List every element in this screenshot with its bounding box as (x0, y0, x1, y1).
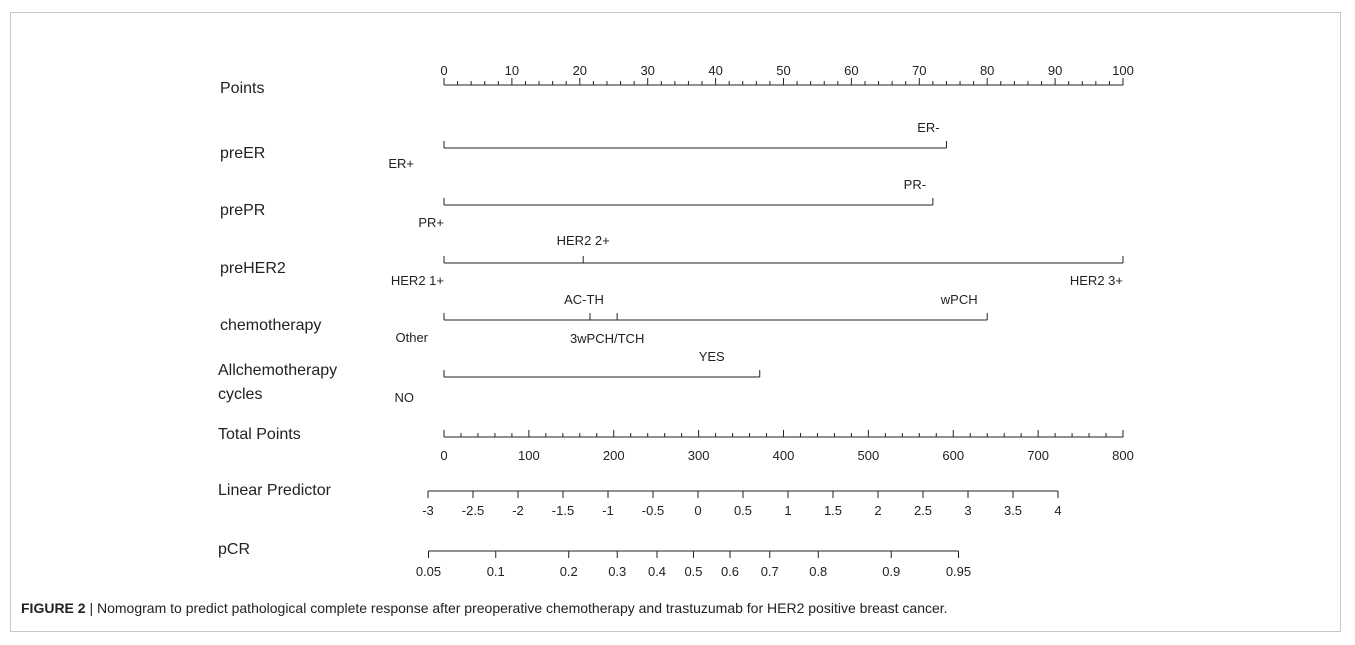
total-points-label: Total Points (218, 426, 301, 443)
chemotherapy-level-label: 3wPCH/TCH (570, 331, 644, 346)
linear-predictor-tick-label: 0 (694, 503, 701, 518)
allchemotherapy-cycles-level-label: YES (699, 349, 725, 364)
total-points-tick-label: 500 (858, 448, 880, 463)
pcr-tick-label: 0.6 (721, 564, 739, 579)
linear-predictor-tick-label: -2 (512, 503, 524, 518)
allchemotherapy-cycles-level-label: NO (395, 390, 415, 405)
prepr-level-label: PR+ (418, 215, 444, 230)
linear-predictor-tick-label: -1 (602, 503, 614, 518)
linear-predictor-tick-label: -3 (422, 503, 434, 518)
points-label: Points (220, 80, 264, 97)
total-points-tick-label: 700 (1027, 448, 1049, 463)
linear-predictor-tick-label: 1 (784, 503, 791, 518)
pcr-tick-label: 0.3 (608, 564, 626, 579)
allchemotherapy-cycles-label-line-2: cycles (218, 386, 262, 403)
pcr-tick-label: 0.4 (648, 564, 666, 579)
total-points-tick-label: 600 (942, 448, 964, 463)
linear-predictor-tick-label: 2 (874, 503, 881, 518)
points-tick-label: 100 (1112, 63, 1134, 78)
pcr-tick-label: 0.95 (946, 564, 971, 579)
pcr-tick-label: 0.9 (882, 564, 900, 579)
figure-caption: FIGURE 2 | Nomogram to predict pathologi… (21, 600, 948, 616)
figure-caption-label: FIGURE 2 (21, 600, 86, 616)
preer-level-label: ER+ (388, 156, 414, 171)
prepr-label: prePR (220, 202, 265, 219)
linear-predictor-tick-label: -2.5 (462, 503, 484, 518)
linear-predictor-tick-label: 2.5 (914, 503, 932, 518)
chemotherapy-level-label: Other (395, 330, 428, 345)
points-tick-label: 70 (912, 63, 926, 78)
preher2-level-label: HER2 2+ (557, 233, 610, 248)
pcr-label: pCR (218, 541, 250, 558)
pcr-tick-label: 0.05 (416, 564, 441, 579)
figure-frame: Points 0 10 20 30 40 50 60 70 80 90 100 preER ER+ ER-p… (10, 12, 1341, 632)
pcr-tick-label: 0.7 (761, 564, 779, 579)
total-points-tick-label: 100 (518, 448, 540, 463)
points-tick-label: 10 (505, 63, 519, 78)
pcr-tick-label: 0.5 (684, 564, 702, 579)
preher2-level-label: HER2 1+ (391, 273, 444, 288)
linear-predictor-tick-label: 3.5 (1004, 503, 1022, 518)
prepr-level-label: PR- (904, 177, 926, 192)
total-points-tick-label: 300 (688, 448, 710, 463)
pcr-tick-label: 0.1 (487, 564, 505, 579)
chemotherapy-level-label: wPCH (940, 292, 978, 307)
preher2-level-label: HER2 3+ (1070, 273, 1123, 288)
linear-predictor-tick-label: -0.5 (642, 503, 664, 518)
points-tick-label: 0 (440, 63, 447, 78)
total-points-tick-label: 400 (773, 448, 795, 463)
pcr-tick-label: 0.2 (560, 564, 578, 579)
points-tick-label: 80 (980, 63, 994, 78)
total-points-tick-label: 0 (440, 448, 447, 463)
figure-caption-separator: | (89, 600, 94, 616)
preher2-label: preHER2 (220, 260, 286, 277)
points-tick-label: 30 (640, 63, 654, 78)
figure-caption-text: Nomogram to predict pathological complet… (97, 600, 948, 616)
linear-predictor-tick-label: 3 (964, 503, 971, 518)
points-tick-label: 60 (844, 63, 858, 78)
linear-predictor-tick-label: 1.5 (824, 503, 842, 518)
allchemotherapy-cycles-label-line-1: Allchemotherapy (218, 362, 337, 379)
total-points-tick-label: 800 (1112, 448, 1134, 463)
total-points-tick-label: 200 (603, 448, 625, 463)
linear-predictor-tick-label: -1.5 (552, 503, 574, 518)
linear-predictor-label: Linear Predictor (218, 482, 332, 499)
chemotherapy-label: chemotherapy (220, 317, 321, 334)
preer-level-label: ER- (917, 120, 939, 135)
linear-predictor-tick-label: 0.5 (734, 503, 752, 518)
preer-label: preER (220, 145, 265, 162)
points-tick-label: 90 (1048, 63, 1062, 78)
chemotherapy-level-label: AC-TH (564, 292, 604, 307)
points-tick-label: 40 (708, 63, 722, 78)
points-tick-label: 50 (776, 63, 790, 78)
points-tick-label: 20 (573, 63, 587, 78)
linear-predictor-tick-label: 4 (1054, 503, 1061, 518)
pcr-tick-label: 0.8 (809, 564, 827, 579)
